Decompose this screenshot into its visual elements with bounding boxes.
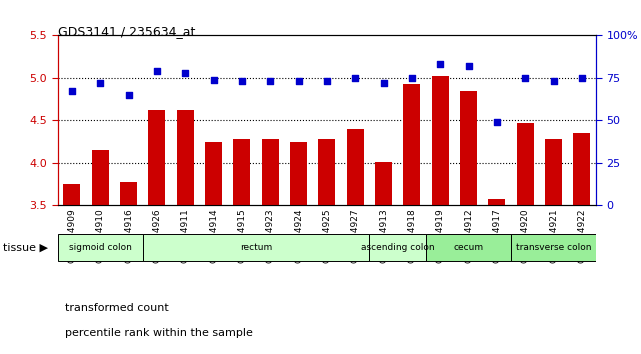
Bar (517, 123, 534, 205)
Bar (545, 139, 562, 205)
Text: sigmoid colon: sigmoid colon (69, 243, 131, 252)
Bar (233, 139, 251, 205)
Point (180, 70, 190, 76)
Point (208, 77, 219, 82)
Point (95, 80, 105, 86)
Bar (205, 142, 222, 205)
Bar (63, 184, 80, 205)
Text: transverse colon: transverse colon (516, 243, 592, 252)
Text: transformed count: transformed count (58, 303, 169, 313)
Point (322, 79, 332, 84)
Text: ascending colon: ascending colon (361, 243, 435, 252)
Bar (460, 91, 477, 205)
Bar (347, 129, 363, 205)
Point (407, 75, 417, 81)
Bar (143, 234, 369, 261)
Text: GDS3141 / 235634_at: GDS3141 / 235634_at (58, 25, 195, 38)
Point (549, 79, 559, 84)
Bar (432, 76, 449, 205)
Bar (375, 162, 392, 205)
Bar (574, 133, 590, 205)
Point (577, 75, 587, 81)
Bar (290, 142, 307, 205)
Point (124, 92, 134, 98)
Bar (426, 234, 511, 261)
Bar (319, 139, 335, 205)
Bar (177, 110, 194, 205)
Bar (58, 234, 143, 261)
Point (294, 79, 304, 84)
Bar (148, 110, 165, 205)
Bar (262, 139, 279, 205)
Bar (369, 234, 426, 261)
Point (265, 79, 276, 84)
Point (492, 119, 502, 125)
Point (350, 75, 360, 81)
Point (67, 88, 77, 94)
Text: cecum: cecum (454, 243, 484, 252)
Point (378, 80, 388, 86)
Bar (488, 199, 506, 205)
Bar (120, 182, 137, 205)
Point (237, 79, 247, 84)
Bar (92, 150, 109, 205)
Point (463, 63, 474, 69)
Text: rectum: rectum (240, 243, 272, 252)
Point (152, 68, 162, 74)
Text: tissue ▶: tissue ▶ (3, 243, 48, 253)
Bar (511, 234, 596, 261)
Point (520, 75, 530, 81)
Bar (403, 84, 420, 205)
Text: percentile rank within the sample: percentile rank within the sample (58, 328, 253, 338)
Point (435, 62, 445, 67)
